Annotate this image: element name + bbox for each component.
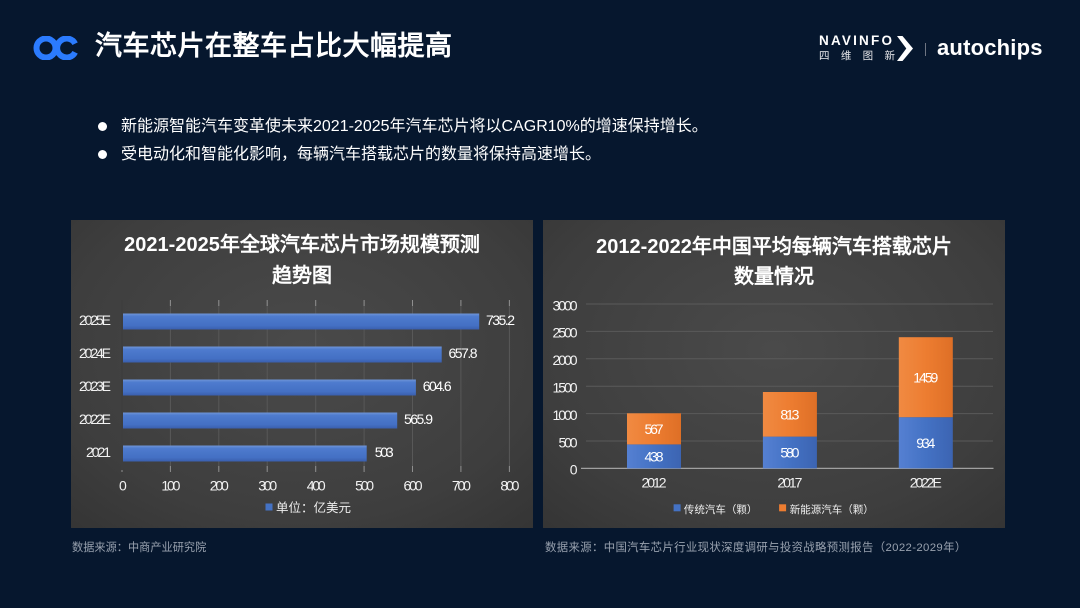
svg-text:800: 800 [500,477,519,493]
svg-text:200: 200 [210,477,229,493]
svg-text:565.9: 565.9 [404,411,433,427]
svg-text:657.8: 657.8 [449,345,478,361]
svg-text:567: 567 [645,421,664,437]
svg-text:700: 700 [452,477,471,493]
svg-text:735.2: 735.2 [486,312,515,328]
svg-text:580: 580 [780,445,799,461]
svg-text:100: 100 [161,477,180,493]
svg-text:0: 0 [570,462,578,478]
svg-text:500: 500 [559,434,578,450]
svg-text:300: 300 [258,477,277,493]
svg-text:单位：亿美元: 单位：亿美元 [276,500,351,515]
svg-text:1459: 1459 [913,369,938,385]
svg-text:2022E: 2022E [79,411,111,427]
svg-text:2022E: 2022E [910,475,942,491]
svg-text:813: 813 [780,406,799,422]
svg-text:数量情况: 数量情况 [734,264,814,288]
svg-text:600: 600 [404,477,423,493]
svg-text:2012-2022年中国平均每辆汽车搭载芯片: 2012-2022年中国平均每辆汽车搭载芯片 [596,234,952,258]
svg-text:1000: 1000 [553,407,578,423]
svg-text:3000: 3000 [553,297,578,313]
svg-text:新能源汽车（颗）: 新能源汽车（颗） [790,503,874,516]
svg-text:2500: 2500 [553,325,578,341]
svg-text:500: 500 [355,477,374,493]
svg-text:503: 503 [375,444,394,460]
svg-text:2012: 2012 [642,475,667,491]
svg-text:2021: 2021 [86,444,111,460]
svg-text:1500: 1500 [553,380,578,396]
svg-text:趋势图: 趋势图 [272,263,332,287]
svg-text:400: 400 [307,477,326,493]
svg-text:2000: 2000 [553,352,578,368]
svg-text:传统汽车（颗）: 传统汽车（颗） [684,503,758,516]
svg-text:438: 438 [645,448,664,464]
svg-text:2021-2025年全球汽车芯片市场规模预测: 2021-2025年全球汽车芯片市场规模预测 [124,232,480,256]
svg-text:934: 934 [916,435,935,451]
svg-text:0: 0 [119,477,127,493]
svg-text:2023E: 2023E [79,378,111,394]
svg-text:2017: 2017 [777,475,802,491]
svg-text:2025E: 2025E [79,312,111,328]
svg-text:604.6: 604.6 [423,378,452,394]
svg-text:2024E: 2024E [79,345,111,361]
